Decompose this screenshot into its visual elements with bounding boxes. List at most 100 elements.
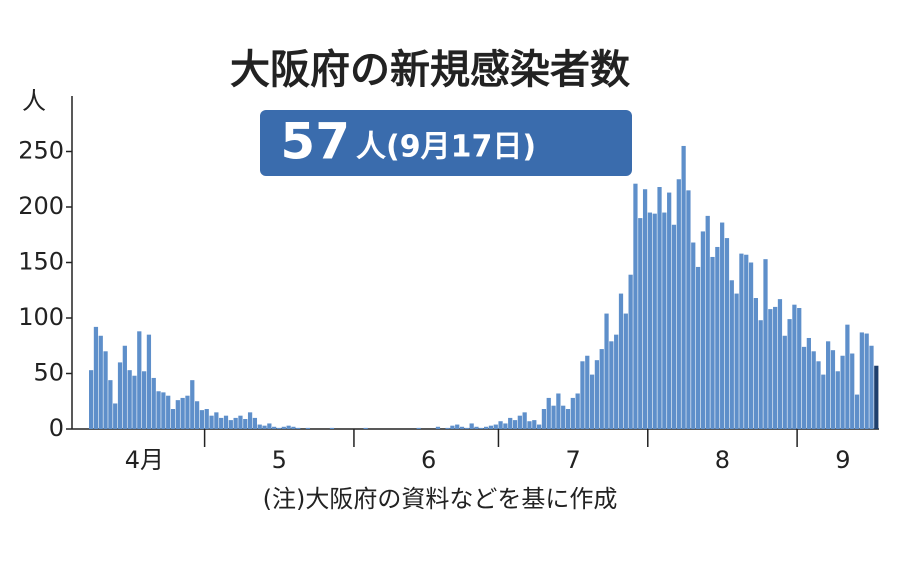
bar bbox=[252, 417, 258, 429]
bar bbox=[710, 256, 715, 429]
bar bbox=[532, 420, 537, 429]
bar bbox=[175, 400, 180, 429]
bar bbox=[633, 183, 638, 429]
bar bbox=[459, 426, 465, 429]
bar bbox=[638, 218, 643, 429]
bar bbox=[589, 374, 595, 429]
bar bbox=[233, 417, 238, 429]
bar bbox=[219, 417, 224, 429]
bar bbox=[503, 423, 508, 429]
bar bbox=[488, 425, 494, 429]
bar bbox=[580, 361, 585, 429]
bar bbox=[527, 421, 532, 429]
bar bbox=[753, 298, 758, 429]
bar bbox=[170, 409, 176, 429]
bar bbox=[787, 319, 792, 429]
bar bbox=[609, 341, 614, 429]
bar bbox=[262, 425, 267, 429]
x-tick-label: 5 bbox=[272, 446, 287, 474]
bar bbox=[763, 259, 768, 429]
bar bbox=[647, 212, 653, 429]
bar bbox=[493, 424, 498, 429]
bar bbox=[561, 405, 566, 429]
bar bbox=[585, 355, 590, 429]
bar bbox=[715, 246, 720, 429]
bar bbox=[508, 417, 513, 429]
bar bbox=[546, 397, 551, 429]
bar bbox=[89, 370, 94, 429]
bar bbox=[662, 212, 667, 429]
bar bbox=[623, 313, 628, 429]
bar bbox=[652, 213, 657, 429]
y-unit: 人 bbox=[22, 87, 46, 115]
bar bbox=[681, 145, 686, 429]
x-tick-label: 4月 bbox=[125, 446, 164, 474]
bar bbox=[435, 426, 441, 429]
bar bbox=[272, 426, 277, 429]
bar bbox=[671, 224, 677, 429]
bar bbox=[691, 242, 696, 429]
bar bbox=[281, 426, 286, 429]
bar bbox=[185, 395, 190, 429]
bar bbox=[416, 427, 421, 429]
bar bbox=[209, 415, 214, 429]
bar bbox=[151, 377, 156, 429]
bar bbox=[190, 380, 195, 429]
bar bbox=[113, 403, 118, 429]
bar bbox=[122, 345, 127, 429]
bar bbox=[782, 335, 787, 429]
bar bbox=[127, 370, 132, 429]
y-tick-label: 250 bbox=[18, 137, 64, 165]
bar bbox=[156, 391, 161, 429]
bar bbox=[479, 427, 484, 429]
bar bbox=[604, 313, 609, 429]
bar bbox=[512, 420, 518, 429]
bar bbox=[551, 405, 556, 429]
highlight-label: 人(9月17日) bbox=[356, 130, 536, 165]
x-tick-label: 8 bbox=[715, 446, 730, 474]
bar bbox=[830, 350, 836, 429]
bar bbox=[821, 374, 826, 429]
bar bbox=[276, 427, 282, 429]
bar bbox=[845, 324, 850, 429]
bar bbox=[657, 187, 662, 429]
y-tick-label: 150 bbox=[18, 248, 64, 276]
bar bbox=[816, 361, 821, 429]
bar bbox=[700, 231, 706, 429]
y-tick-label: 100 bbox=[18, 303, 64, 331]
bar bbox=[93, 326, 99, 429]
bar bbox=[854, 394, 860, 429]
bar bbox=[575, 393, 580, 429]
bar bbox=[267, 423, 272, 429]
bar bbox=[296, 427, 301, 429]
note: (注)大阪府の資料などを基に作成 bbox=[263, 485, 618, 513]
bar bbox=[146, 334, 152, 429]
bar bbox=[768, 309, 773, 429]
bar bbox=[686, 190, 691, 429]
x-tick-label: 7 bbox=[565, 446, 580, 474]
bar bbox=[826, 341, 831, 429]
bar bbox=[286, 425, 291, 429]
bar bbox=[117, 362, 123, 429]
bar bbox=[469, 423, 474, 429]
bar bbox=[850, 353, 855, 429]
bar bbox=[132, 375, 137, 429]
bar bbox=[729, 280, 734, 429]
bar bbox=[484, 426, 489, 429]
bar bbox=[667, 192, 672, 429]
bar bbox=[724, 238, 730, 429]
bar bbox=[161, 392, 166, 429]
bar bbox=[363, 427, 368, 429]
bar bbox=[758, 320, 763, 429]
bar bbox=[223, 415, 229, 429]
bar bbox=[859, 332, 864, 429]
bar bbox=[744, 254, 749, 429]
y-tick-label: 200 bbox=[18, 192, 64, 220]
bar bbox=[792, 304, 797, 429]
bar bbox=[739, 253, 744, 429]
bar bbox=[199, 410, 205, 429]
bar bbox=[565, 409, 571, 429]
bar bbox=[455, 424, 460, 429]
bar bbox=[806, 337, 811, 429]
